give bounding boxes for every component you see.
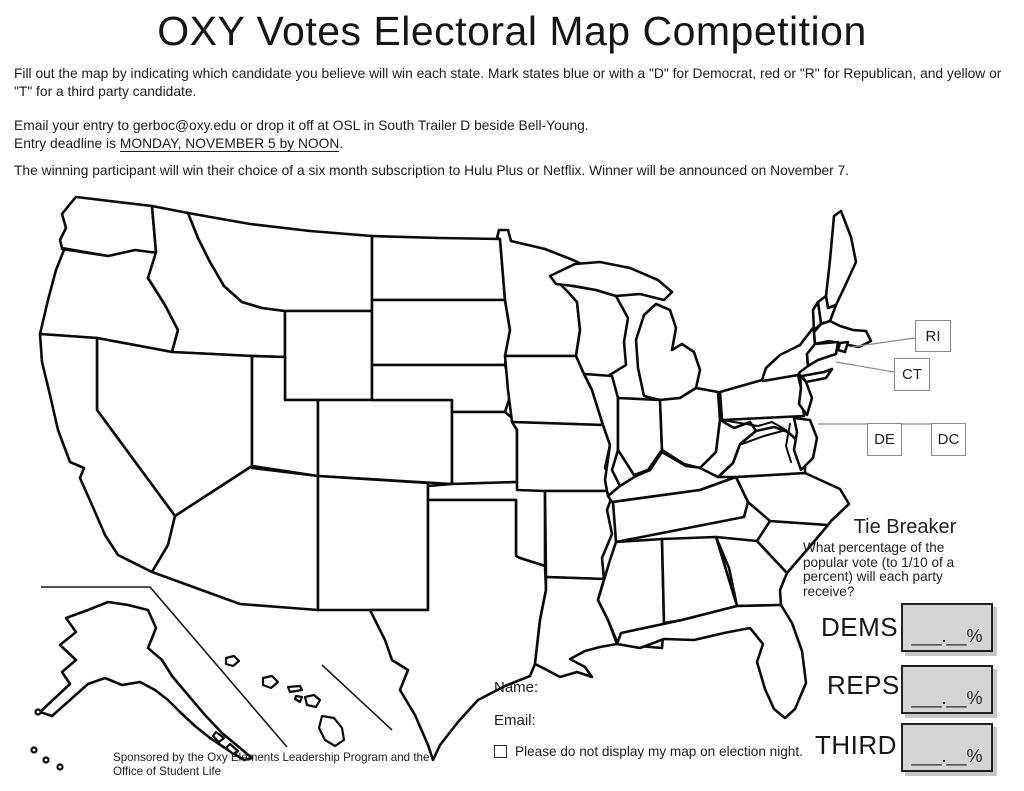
map-label-box-ri[interactable]: RI: [915, 320, 951, 352]
state-ca[interactable]: [38, 332, 177, 574]
dc-label: DC: [937, 431, 960, 448]
third-label: THIRD: [815, 730, 897, 760]
state-wv[interactable]: [698, 418, 758, 479]
long-island: [800, 367, 834, 384]
instructions-prize: The winning participant will win their c…: [14, 163, 850, 178]
dems-percent-blank: ___.__%: [911, 626, 983, 646]
sponsor-note: Sponsored by the Oxy Elements Leadership…: [113, 751, 430, 778]
instructions-fill-out: Fill out the map by indicating which can…: [14, 66, 1002, 100]
reps-percent-field[interactable]: ___.__%: [901, 665, 993, 714]
state-ri[interactable]: [836, 340, 850, 354]
state-mo[interactable]: [510, 420, 616, 493]
ct-label: CT: [902, 366, 922, 383]
hi-island[interactable]: [293, 694, 304, 704]
state-ar[interactable]: [543, 489, 616, 581]
state-co[interactable]: [316, 398, 454, 486]
deadline-underlined: MONDAY, NOVEMBER 5 by NOON: [119, 136, 340, 153]
state-ks[interactable]: [450, 410, 519, 486]
third-percent-field[interactable]: ___.__%: [901, 723, 993, 772]
tie-breaker-question: What percentage of the popular vote (to …: [803, 540, 955, 600]
ak-island: [42, 756, 50, 764]
hi-island[interactable]: [261, 674, 280, 690]
instructions-deadline-line: Entry deadline is MONDAY, NOVEMBER 5 by …: [14, 135, 1018, 153]
instructions-entry: Email your entry to gerboc@oxy.edu or dr…: [14, 117, 1018, 154]
state-nc[interactable]: [734, 471, 851, 527]
chesapeake-bay-line: [785, 423, 792, 463]
instructions-email-line: Email your entry to gerboc@oxy.edu or dr…: [14, 118, 589, 133]
reps-label: REPS: [827, 670, 900, 700]
ak-island: [56, 763, 64, 771]
state-tx[interactable]: [368, 498, 548, 762]
ak-panhandle-island: [224, 742, 240, 756]
page-title: OXY Votes Electoral Map Competition: [157, 8, 867, 54]
privacy-checkbox[interactable]: [494, 745, 507, 758]
ri-label: RI: [925, 327, 941, 345]
name-label: Name:: [494, 679, 539, 696]
map-label-box-dc[interactable]: DC: [931, 423, 966, 456]
privacy-label: Please do not display my map on election…: [515, 744, 803, 759]
alaska-inset-divider: [41, 586, 288, 748]
state-sd[interactable]: [370, 298, 512, 367]
ak-island: [30, 746, 38, 754]
map-label-box-de[interactable]: DE: [867, 423, 902, 456]
ak-panhandle-island: [211, 730, 226, 744]
privacy-option-row: Please do not display my map on election…: [494, 744, 803, 759]
maryland-border-line: [721, 419, 787, 445]
state-ak[interactable]: [38, 600, 254, 762]
hawaii-inset-divider: [321, 664, 393, 731]
state-me[interactable]: [824, 209, 858, 310]
state-wy[interactable]: [283, 309, 374, 402]
hi-island[interactable]: [317, 714, 346, 748]
tie-breaker-heading: Tie Breaker: [853, 516, 957, 538]
third-percent-blank: ___.__%: [911, 746, 983, 766]
state-ma[interactable]: [812, 319, 873, 349]
state-hi[interactable]: [224, 654, 241, 668]
hi-island[interactable]: [286, 684, 304, 694]
name-field[interactable]: Name:: [494, 679, 538, 696]
state-mt[interactable]: [186, 211, 374, 313]
state-fl[interactable]: [615, 603, 808, 720]
state-wa[interactable]: [58, 195, 158, 258]
dems-label: DEMS: [821, 612, 899, 642]
deadline-prefix: Entry deadline is: [14, 136, 120, 152]
hi-island[interactable]: [303, 693, 322, 709]
dems-percent-field[interactable]: ___.__%: [901, 603, 993, 652]
reps-percent-blank: ___.__%: [911, 688, 983, 708]
state-mi[interactable]: [634, 302, 702, 402]
deadline-suffix: .: [339, 136, 344, 152]
ak-island: [34, 708, 42, 716]
delmarva-peninsula[interactable]: [792, 416, 819, 472]
email-field[interactable]: Email:: [494, 712, 536, 729]
email-label: Email:: [494, 712, 536, 729]
ct-leader-line: [835, 361, 895, 373]
state-ct[interactable]: [805, 340, 840, 368]
de-label: DE: [874, 431, 895, 448]
map-label-box-ct[interactable]: CT: [894, 358, 930, 391]
state-nm[interactable]: [316, 474, 430, 612]
state-nd[interactable]: [370, 234, 507, 302]
state-mi-upper[interactable]: [548, 260, 674, 302]
ri-leader-line: [850, 337, 916, 348]
